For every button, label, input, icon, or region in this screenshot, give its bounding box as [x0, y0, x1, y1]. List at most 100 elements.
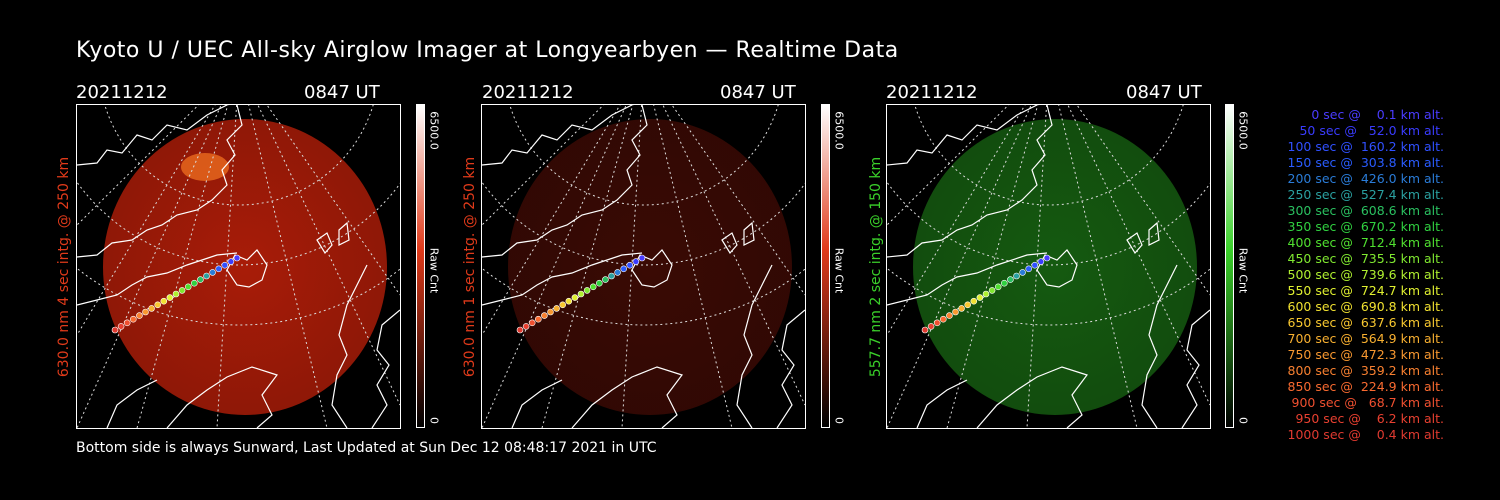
trajectory-point	[184, 283, 192, 291]
legend-entry: 700 sec @ 564.9 km alt.	[1283, 331, 1445, 346]
trajectory-point	[982, 290, 990, 298]
panel-2-allsky-map	[481, 104, 806, 429]
legend-entry: 200 sec @ 426.0 km alt.	[1283, 171, 1445, 186]
trajectory-point	[553, 305, 560, 312]
trajectory-point	[541, 312, 548, 319]
trajectory-point	[136, 312, 143, 319]
trajectory-point	[1001, 279, 1008, 287]
aurora-patch	[181, 153, 229, 181]
trajectory-legend: 0 sec @ 0.1 km alt. 50 sec @ 52.0 km alt…	[1264, 107, 1445, 443]
coastline	[1126, 232, 1143, 255]
trajectory-point	[197, 276, 204, 283]
longitude-line	[266, 105, 400, 296]
coastline	[736, 264, 773, 428]
trajectory-point	[589, 283, 597, 291]
legend-entry: 950 sec @ 6.2 km alt.	[1291, 411, 1444, 426]
trajectory-point	[976, 294, 984, 301]
trajectory-point	[172, 290, 180, 298]
panel-3-date: 20211212	[886, 82, 978, 103]
trajectory-point	[178, 287, 186, 294]
coastline	[77, 105, 243, 258]
trajectory-point	[227, 258, 235, 265]
coastline	[887, 105, 1053, 258]
coastline	[743, 221, 755, 246]
legend-entry: 500 sec @ 739.6 km alt.	[1283, 267, 1445, 282]
trajectory-point	[129, 315, 137, 323]
legend-entry: 900 sec @ 68.7 km alt.	[1287, 395, 1444, 410]
trajectory-point	[602, 276, 609, 283]
trajectory-point	[1013, 272, 1020, 280]
trajectory-point	[1031, 261, 1039, 269]
trajectory-point	[215, 265, 222, 273]
colorbar-unit: Raw Cnt	[832, 247, 846, 294]
panel-1-colorbar-labels: 6500.0 Raw Cnt 0	[426, 104, 442, 429]
colorbar-unit: Raw Cnt	[427, 247, 441, 294]
coastline	[338, 221, 350, 246]
allsky-map-canvas	[77, 105, 400, 428]
trajectory-point	[191, 279, 198, 287]
page-title: Kyoto U / UEC All-sky Airglow Imager at …	[76, 38, 899, 63]
trajectory-point	[528, 319, 536, 327]
trajectory-point	[209, 269, 216, 276]
panel-2-colorbar-labels: 6500.0 Raw Cnt 0	[831, 104, 847, 429]
trajectory-point	[547, 308, 554, 316]
coastline	[482, 252, 643, 306]
legend-entry: 0 sec @ 0.1 km alt.	[1299, 107, 1444, 122]
legend-entry: 750 sec @ 472.3 km alt.	[1283, 347, 1445, 362]
allsky-map-canvas	[887, 105, 1210, 428]
panel-3-colorbar-labels: 6500.0 Raw Cnt 0	[1235, 104, 1251, 429]
coastline	[77, 105, 228, 166]
trajectory-point	[203, 272, 210, 280]
coastline	[166, 366, 278, 428]
colorbar-min: 0	[1236, 417, 1250, 424]
trajectory-point	[1043, 254, 1051, 262]
coastline	[1148, 221, 1160, 246]
trajectory-point	[534, 315, 542, 323]
coastline	[482, 105, 633, 166]
trajectory-point	[921, 326, 929, 334]
trajectory-point	[596, 279, 603, 287]
trajectory-point	[946, 312, 953, 319]
coastline	[331, 264, 368, 428]
trajectory-point	[614, 269, 621, 276]
trajectory-point	[221, 261, 229, 269]
colorbar-min: 0	[832, 417, 846, 424]
coastline	[371, 309, 400, 428]
colorbar-min: 0	[427, 417, 441, 424]
panel-2-date: 20211212	[482, 82, 574, 103]
coastline	[776, 309, 805, 428]
longitude-line	[887, 105, 1032, 428]
colorbar-unit: Raw Cnt	[1236, 247, 1250, 294]
trajectory-point	[559, 301, 566, 309]
legend-entry: 300 sec @ 608.6 km alt.	[1283, 203, 1445, 218]
longitude-line	[1026, 105, 1048, 428]
trajectory-point	[233, 254, 241, 262]
legend-entry: 50 sec @ 52.0 km alt.	[1291, 123, 1444, 138]
panel-3-colorbar	[1225, 104, 1234, 428]
legend-entry: 650 sec @ 637.6 km alt.	[1283, 315, 1445, 330]
trajectory-point	[154, 301, 161, 309]
legend-entry: 250 sec @ 527.4 km alt.	[1283, 187, 1445, 202]
longitude-line	[77, 105, 222, 428]
legend-entry: 600 sec @ 690.8 km alt.	[1283, 299, 1445, 314]
coastline	[976, 366, 1088, 428]
trajectory-point	[994, 283, 1002, 291]
trajectory-point	[632, 258, 640, 265]
legend-entry: 800 sec @ 359.2 km alt.	[1283, 363, 1445, 378]
legend-entry: 450 sec @ 735.5 km alt.	[1283, 251, 1445, 266]
longitude-line	[216, 105, 238, 428]
trajectory-point	[522, 323, 530, 330]
legend-entry: 400 sec @ 712.4 km alt.	[1283, 235, 1445, 250]
trajectory-point	[123, 319, 131, 327]
trajectory-point	[571, 294, 579, 301]
coastline	[106, 379, 158, 428]
legend-entry: 550 sec @ 724.7 km alt.	[1283, 283, 1445, 298]
trajectory-point	[638, 254, 646, 262]
panel-3-side-label: 557.7 nm 2 sec intg. @ 150 km	[868, 156, 884, 377]
panel-3-time: 0847 UT	[1126, 82, 1202, 103]
panel-1-time: 0847 UT	[304, 82, 380, 103]
coastline	[571, 366, 683, 428]
trajectory-point	[620, 265, 627, 273]
trajectory-point	[516, 326, 524, 334]
coastline	[887, 105, 1038, 166]
